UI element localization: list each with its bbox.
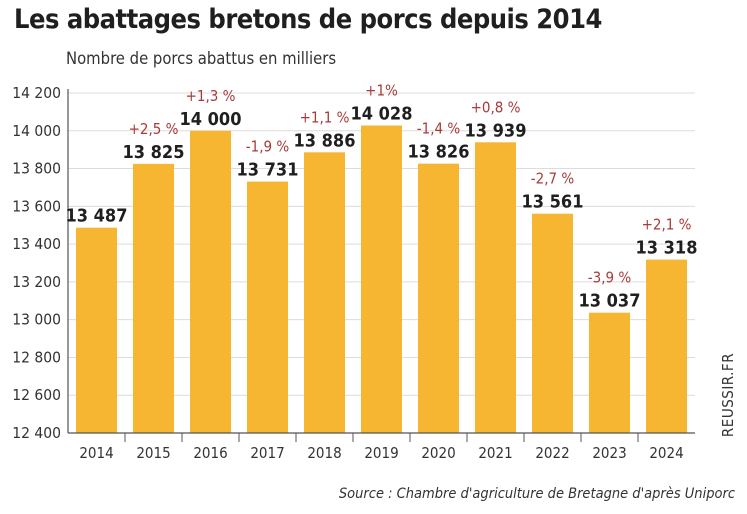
- bar: [475, 142, 516, 434]
- change-label: +1,3 %: [186, 87, 236, 105]
- x-tick-label: 2014: [79, 444, 113, 462]
- bar: [361, 125, 402, 433]
- x-tick-label: 2018: [307, 444, 341, 462]
- y-tick-label: 13 400: [12, 235, 61, 253]
- change-label: +1%: [365, 81, 398, 99]
- credit-watermark: REUSSIR.FR: [719, 352, 737, 438]
- bar: [190, 130, 231, 433]
- y-tick-label: 13 000: [12, 311, 61, 329]
- change-label: +2,5 %: [129, 120, 179, 138]
- bar: [247, 181, 288, 433]
- bar: [133, 163, 174, 434]
- bar: [304, 152, 345, 434]
- data-label: 13 826: [408, 142, 470, 163]
- data-label: 13 487: [66, 206, 128, 227]
- data-label: 13 825: [123, 142, 185, 163]
- data-label: 14 000: [180, 109, 242, 130]
- bar: [418, 163, 459, 433]
- x-tick-label: 2020: [421, 444, 455, 462]
- y-tick-label: 13 800: [12, 160, 61, 178]
- bar: [532, 213, 573, 433]
- x-tick-label: 2015: [136, 444, 170, 462]
- x-tick-label: 2024: [649, 444, 683, 462]
- y-tick-label: 12 600: [12, 386, 61, 404]
- bars: [76, 125, 687, 434]
- change-label: -2,7 %: [531, 170, 575, 188]
- axes: [67, 89, 695, 442]
- change-label: -1,4 %: [417, 120, 461, 138]
- x-tick-label: 2016: [193, 444, 227, 462]
- data-label: 13 731: [237, 160, 299, 181]
- chart-title: Les abattages bretons de porcs depuis 20…: [14, 4, 602, 35]
- data-label: 13 318: [636, 238, 698, 259]
- y-tick-label: 14 200: [12, 84, 61, 102]
- y-tick-label: 14 000: [12, 122, 61, 140]
- data-label: 13 037: [579, 291, 641, 312]
- x-tick-label: 2021: [478, 444, 512, 462]
- data-label: 13 886: [294, 130, 356, 151]
- change-label: +2,1 %: [642, 216, 692, 234]
- data-label: 13 939: [465, 120, 527, 141]
- x-tick-label: 2022: [535, 444, 569, 462]
- change-label: +0,8 %: [471, 98, 521, 116]
- source-note: Source : Chambre d'agriculture de Bretag…: [338, 486, 735, 502]
- bar: [589, 312, 630, 433]
- data-label: 13 561: [522, 192, 584, 213]
- data-label: 14 028: [351, 103, 413, 124]
- change-label: -1,9 %: [246, 138, 290, 156]
- x-tick-label: 2017: [250, 444, 284, 462]
- bar: [646, 259, 687, 433]
- y-axis-title: Nombre de porcs abattus en milliers: [66, 49, 337, 68]
- change-label: -3,9 %: [588, 269, 632, 287]
- labels: 12 400 12 600 12 800 13 000 13 200 13 400 13 6…: [12, 81, 697, 462]
- y-tick-label: 13 600: [12, 197, 61, 215]
- x-tick-label: 2023: [592, 444, 626, 462]
- y-tick-label: 12 800: [12, 348, 61, 366]
- y-tick-label: 13 200: [12, 273, 61, 291]
- y-tick-label: 12 400: [12, 424, 61, 442]
- bar: [76, 227, 117, 433]
- x-tick-label: 2019: [364, 444, 398, 462]
- change-label: +1,1 %: [300, 108, 350, 126]
